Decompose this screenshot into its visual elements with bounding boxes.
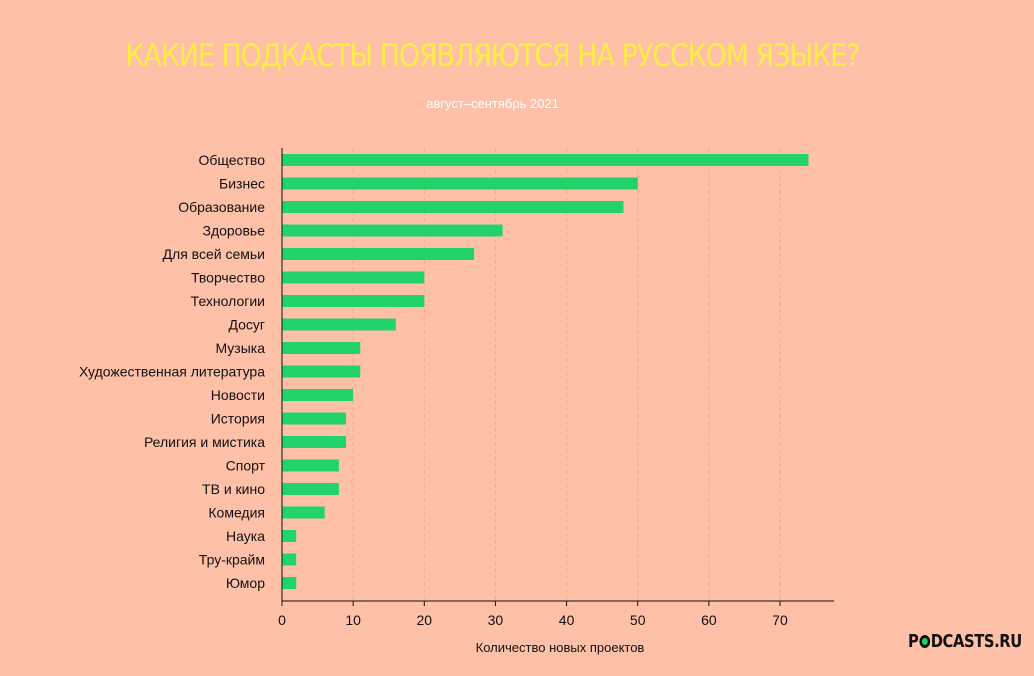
bar — [282, 483, 339, 495]
category-label: Досуг — [228, 317, 265, 333]
category-label: Наука — [226, 528, 265, 544]
category-label: Тру-крайм — [199, 552, 265, 568]
bar — [282, 389, 354, 401]
bar — [282, 154, 809, 166]
category-label: Технологии — [191, 293, 265, 309]
bar — [282, 201, 624, 213]
category-label: Для всей семьи — [163, 246, 265, 262]
bar — [282, 318, 396, 331]
category-label: ТВ и кино — [202, 481, 265, 497]
category-label: Здоровье — [202, 223, 265, 239]
category-label: Юмор — [226, 575, 265, 591]
category-label: Религия и мистика — [144, 434, 265, 450]
x-tick-label: 40 — [559, 612, 575, 628]
bar — [282, 342, 361, 354]
x-tick-label: 70 — [772, 612, 788, 628]
bar — [282, 459, 339, 472]
podcasts-ru-logo: P DCASTS.RU — [908, 631, 1022, 652]
bar — [282, 553, 297, 566]
bar — [282, 365, 361, 378]
x-tick-label: 60 — [701, 612, 717, 628]
x-tick-label: 30 — [488, 612, 504, 628]
bar — [282, 530, 297, 542]
bar — [282, 436, 347, 448]
x-tick-label: 20 — [416, 612, 432, 628]
category-label: Художественная литература — [79, 364, 265, 380]
bar — [282, 248, 475, 260]
logo-o-icon — [919, 635, 930, 648]
category-label: Творчество — [191, 270, 265, 286]
bar — [282, 295, 425, 307]
x-tick-label: 0 — [278, 612, 286, 628]
logo-text-start: P — [908, 631, 919, 652]
category-label: Общество — [198, 152, 265, 168]
category-label: Бизнес — [219, 176, 265, 192]
category-label: История — [211, 411, 265, 427]
bar — [282, 412, 347, 425]
bar — [282, 577, 297, 589]
bar — [282, 177, 638, 190]
x-axis-label: Количество новых проектов — [476, 640, 645, 655]
chart-subtitle: август–сентябрь 2021 — [426, 96, 559, 111]
category-label: Новости — [211, 387, 265, 403]
category-label: Спорт — [226, 458, 266, 474]
logo-text-end: DCASTS.RU — [930, 631, 1023, 652]
category-label: Комедия — [208, 505, 265, 521]
x-tick-label: 10 — [345, 612, 361, 628]
category-label: Образование — [178, 199, 265, 215]
chart-title: КАКИЕ ПОДКАСТЫ ПОЯВЛЯЮТСЯ НА РУССКОМ ЯЗЫ… — [125, 38, 860, 74]
bar — [282, 224, 503, 237]
bar — [282, 271, 425, 284]
category-label: Музыка — [215, 340, 265, 356]
x-tick-label: 50 — [630, 612, 646, 628]
bar — [282, 506, 325, 519]
